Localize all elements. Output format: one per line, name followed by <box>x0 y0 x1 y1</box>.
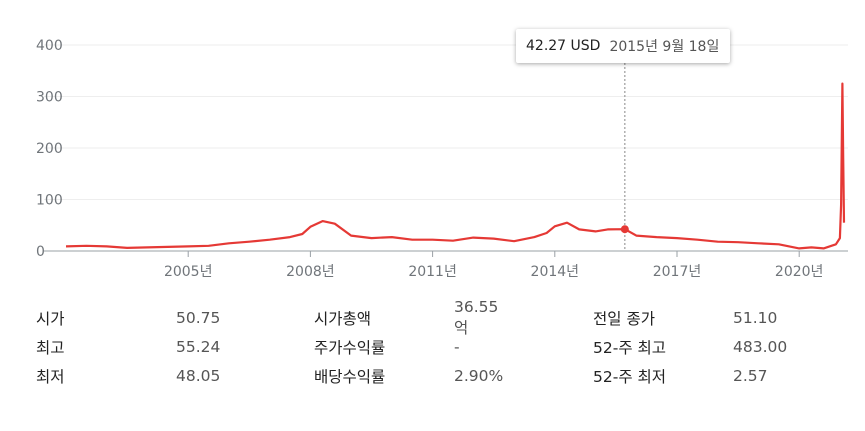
stats-column-3: 전일 종가 51.10 52-주 최고 483.00 52-주 최저 2.57 <box>593 303 787 390</box>
chart-gridlines <box>44 44 848 252</box>
stat-value: 50.75 <box>176 308 221 327</box>
stat-high: 최고 55.24 <box>36 332 220 361</box>
hover-point <box>620 225 629 234</box>
stat-label: 52-주 최고 <box>593 338 667 357</box>
x-tick-label: 2011년 <box>408 264 457 280</box>
stats-column-2: 시가총액 36.55억 주가수익률 - 배당수익률 2.90% <box>314 298 503 390</box>
y-tick-label: 0 <box>36 244 45 260</box>
stat-label: 최저 <box>36 367 65 386</box>
y-tick-label: 400 <box>36 38 63 54</box>
y-tick-label: 200 <box>36 141 63 157</box>
x-tick-label: 2014년 <box>531 264 580 280</box>
stat-label: 배당수익률 <box>314 367 386 386</box>
stat-label: 시가총액 <box>314 309 372 328</box>
stats-column-1: 시가 50.75 최고 55.24 최저 48.05 <box>36 303 220 390</box>
stat-value: 48.05 <box>176 366 221 385</box>
x-tick-label: 2017년 <box>653 264 702 280</box>
stat-52wk-low: 52-주 최저 2.57 <box>593 361 768 390</box>
stat-label: 최고 <box>36 338 65 357</box>
stat-value: - <box>454 337 460 356</box>
tooltip-date: 2015년 9월 18일 <box>609 39 720 55</box>
stat-value: 55.24 <box>176 337 221 356</box>
stat-label: 전일 종가 <box>593 309 655 328</box>
stat-value: 36.55억 <box>454 297 499 337</box>
y-axis-ticks: 0 100 200 300 400 <box>36 38 63 260</box>
y-tick-label: 100 <box>36 193 63 209</box>
stats-table: 시가 50.75 최고 55.24 최저 48.05 시가총액 36.55억 주가수익률… <box>36 298 856 398</box>
stat-pe-ratio: 주가수익률 - <box>314 332 460 361</box>
stat-label: 시가 <box>36 309 65 328</box>
tooltip-value: 42.27 USD <box>526 38 601 54</box>
stat-low: 최저 48.05 <box>36 361 220 390</box>
x-tick-label: 2005년 <box>164 264 213 280</box>
stat-label: 주가수익률 <box>314 338 386 357</box>
stat-52wk-high: 52-주 최고 483.00 <box>593 332 787 361</box>
price-series-line <box>65 82 846 250</box>
stat-value: 2.57 <box>733 366 768 385</box>
x-axis-ticks: 2005년 2008년 2011년 2014년 2017년 2020년 <box>164 251 824 280</box>
chart-tooltip: 42.27 USD 2015년 9월 18일 <box>516 29 730 63</box>
stat-prev-close: 전일 종가 51.10 <box>593 303 777 332</box>
stat-market-cap: 시가총액 36.55억 <box>314 298 498 337</box>
stat-value: 51.10 <box>733 308 778 327</box>
x-tick-label: 2008년 <box>286 264 335 280</box>
stat-dividend-yield: 배당수익률 2.90% <box>314 361 503 390</box>
y-tick-label: 300 <box>36 90 63 106</box>
stat-value: 2.90% <box>454 366 504 385</box>
stat-label: 52-주 최저 <box>593 367 667 386</box>
x-tick-label: 2020년 <box>775 264 824 280</box>
stat-value: 483.00 <box>733 337 788 356</box>
stat-open: 시가 50.75 <box>36 303 220 332</box>
